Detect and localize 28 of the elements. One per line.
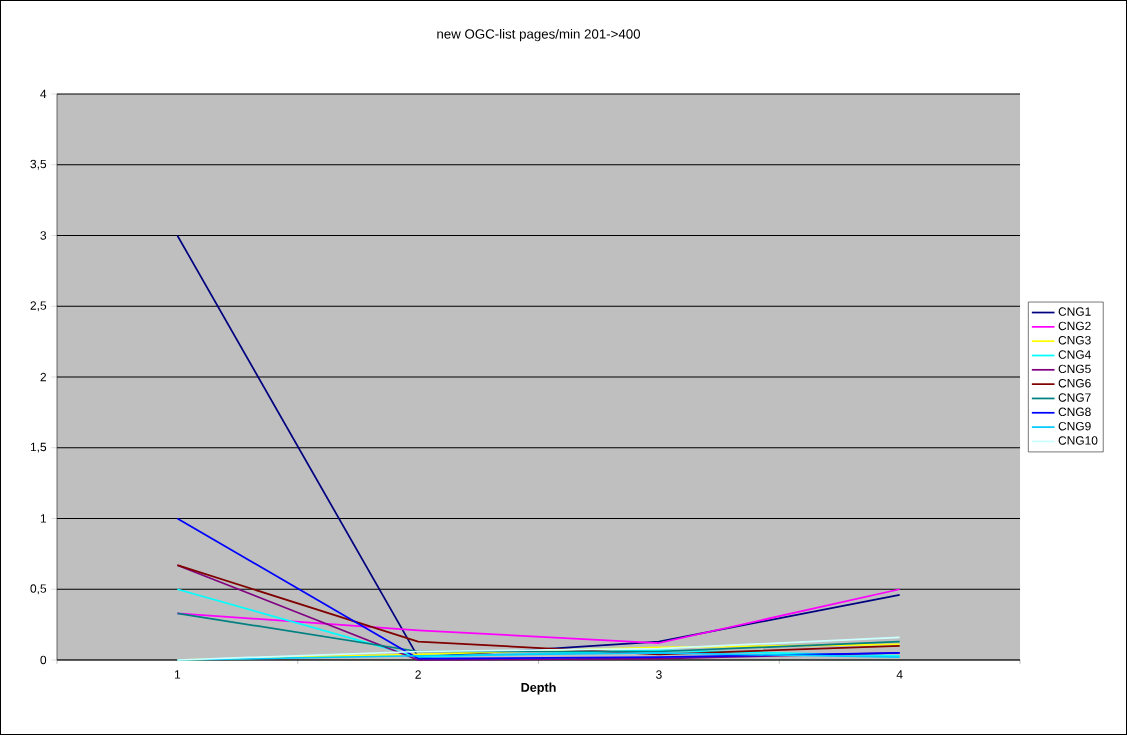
y-tick-label: 3	[40, 231, 47, 240]
x-tick-label: 3	[656, 670, 662, 679]
legend-label: CNG6	[1058, 378, 1091, 388]
line-series	[176, 588, 901, 644]
legend-label: CNG4	[1058, 350, 1091, 359]
x-tick-label: 2	[415, 670, 421, 679]
chart-title: new OGC-list pages/min 201->400	[437, 28, 641, 42]
x-tick-label: 4	[896, 670, 903, 679]
legend-label: CNG8	[1058, 407, 1091, 417]
legend-label: CNG1	[1058, 307, 1091, 316]
legend-label: CNG2	[1058, 321, 1091, 331]
y-tick-label: 2,5	[30, 301, 47, 312]
legend-label: CNG7	[1058, 393, 1091, 402]
x-tick-label: 1	[174, 670, 181, 679]
y-tick-label: 3,5	[30, 159, 47, 170]
y-tick-label: 2	[40, 372, 46, 382]
legend-label: CNG10	[1058, 436, 1098, 445]
legend-label: CNG3	[1058, 336, 1091, 345]
x-axis-title: Depth	[521, 682, 556, 695]
y-tick-label: 0	[40, 655, 47, 665]
line-series	[176, 517, 901, 660]
y-tick-label: 1	[40, 514, 47, 523]
legend-label: CNG9	[1058, 421, 1091, 431]
line-series	[176, 636, 901, 661]
y-tick-label: 1,5	[30, 442, 47, 453]
y-tick-label: 4	[40, 89, 47, 99]
legend-label: CNG5	[1058, 364, 1091, 374]
y-tick-label: 0,5	[30, 584, 47, 595]
